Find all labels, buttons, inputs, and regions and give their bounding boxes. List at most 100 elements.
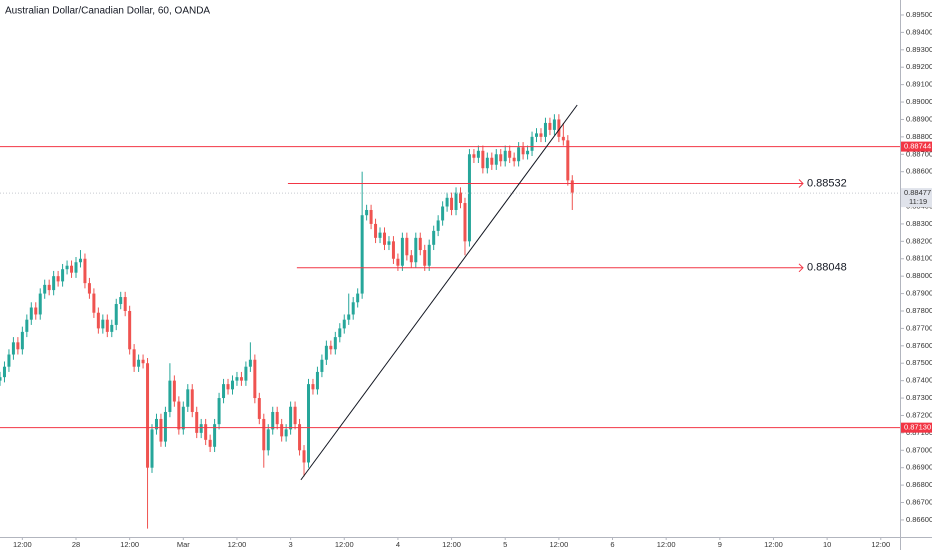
candle-body (450, 197, 454, 210)
candle-body (137, 359, 141, 367)
x-tick-label: 12:00 (228, 540, 247, 549)
price-label-box (901, 422, 932, 433)
candle-body (302, 450, 306, 463)
y-tick-label: 0.86700 (906, 498, 932, 507)
candle-body (74, 262, 78, 273)
candle-body (476, 150, 480, 158)
candle-body (38, 293, 42, 315)
y-tick-label: 0.89400 (906, 27, 932, 36)
candle-body (199, 424, 203, 433)
candle-body (360, 215, 364, 294)
candle-body (101, 319, 105, 329)
candle-body (61, 269, 65, 282)
candle-body (459, 192, 463, 204)
candle-body (351, 302, 355, 315)
candle-body (306, 384, 310, 463)
candle-body (517, 147, 521, 162)
y-tick-label: 0.88700 (906, 149, 932, 158)
candle-body (16, 342, 20, 350)
candle-body (535, 133, 539, 137)
candle-body (521, 147, 525, 155)
y-tick-label: 0.88300 (906, 219, 932, 228)
candle-body (154, 418, 158, 430)
x-tick-label: 12:00 (120, 540, 139, 549)
candle-body (257, 398, 261, 419)
x-tick-label: 12:00 (549, 540, 568, 549)
y-tick-label: 0.86600 (906, 515, 932, 524)
candle-body (454, 192, 458, 210)
candle-body (324, 345, 328, 360)
candle-body (530, 136, 534, 151)
y-tick-label: 0.89500 (906, 10, 932, 19)
candle-body (222, 384, 226, 399)
candle-body (87, 283, 91, 294)
x-tick-label: 6 (610, 540, 614, 549)
y-tick-label: 0.89100 (906, 80, 932, 89)
x-tick-label: 12:00 (657, 540, 676, 549)
candle-body (315, 371, 319, 390)
candle-body (427, 244, 431, 266)
x-tick-label: 12:00 (442, 540, 461, 549)
candle-body (235, 377, 239, 381)
candle-body (119, 297, 123, 305)
candle-body (34, 307, 38, 315)
candle-body (503, 150, 507, 162)
candle-body (378, 232, 382, 238)
candle-body (414, 237, 418, 263)
candle-body (123, 297, 127, 311)
candle-body (405, 237, 409, 256)
price-label: 0.88744 (904, 142, 931, 151)
ray-label: 0.88048 (807, 262, 847, 274)
candle-body (347, 314, 351, 320)
candle-body (320, 359, 324, 372)
candle-body (70, 265, 74, 273)
last-price-label: 0.88477 (904, 188, 931, 197)
candle-body (418, 237, 422, 251)
x-tick-label: 12:00 (764, 540, 783, 549)
price-label-box (901, 141, 932, 152)
candle-body (570, 180, 574, 193)
candle-body (253, 359, 257, 399)
y-tick-label: 0.88200 (906, 236, 932, 245)
y-tick-label: 0.87200 (906, 410, 932, 419)
y-tick-label: 0.87700 (906, 323, 932, 332)
candle-body (244, 366, 248, 381)
candle-body (195, 411, 199, 433)
candle-body (262, 418, 266, 451)
candle-body (311, 384, 315, 390)
x-tick-label: 9 (718, 540, 722, 549)
candle-body (441, 206, 445, 221)
candle-body (132, 349, 136, 367)
candle-body (141, 359, 145, 364)
candle-body (146, 363, 150, 468)
candle-body (96, 312, 100, 329)
candle-body (383, 232, 387, 245)
x-tick-label: 12:00 (13, 540, 32, 549)
candle-body (52, 276, 56, 291)
candle-body (494, 154, 498, 165)
candle-body (333, 337, 337, 350)
y-tick-label: 0.88000 (906, 271, 932, 280)
candle-body (338, 328, 342, 338)
candle-body (159, 418, 163, 442)
candle-body (543, 122, 547, 137)
y-tick-label: 0.88100 (906, 254, 932, 263)
candle-body (0, 377, 2, 381)
candle-body (20, 331, 24, 350)
ray-arrow (798, 263, 804, 273)
candle-body (83, 258, 87, 284)
candle-body (163, 411, 167, 442)
candle-body (168, 380, 172, 412)
y-tick-label: 0.87300 (906, 393, 932, 402)
candle-body (329, 345, 333, 350)
candle-body (369, 209, 373, 224)
y-tick-label: 0.88900 (906, 114, 932, 123)
candle-body (204, 424, 208, 440)
candle-body (284, 429, 288, 437)
ray-arrow (798, 179, 804, 188)
candle-body (181, 406, 185, 430)
price-label: 0.87130 (904, 423, 931, 432)
trend-line (300, 104, 578, 481)
